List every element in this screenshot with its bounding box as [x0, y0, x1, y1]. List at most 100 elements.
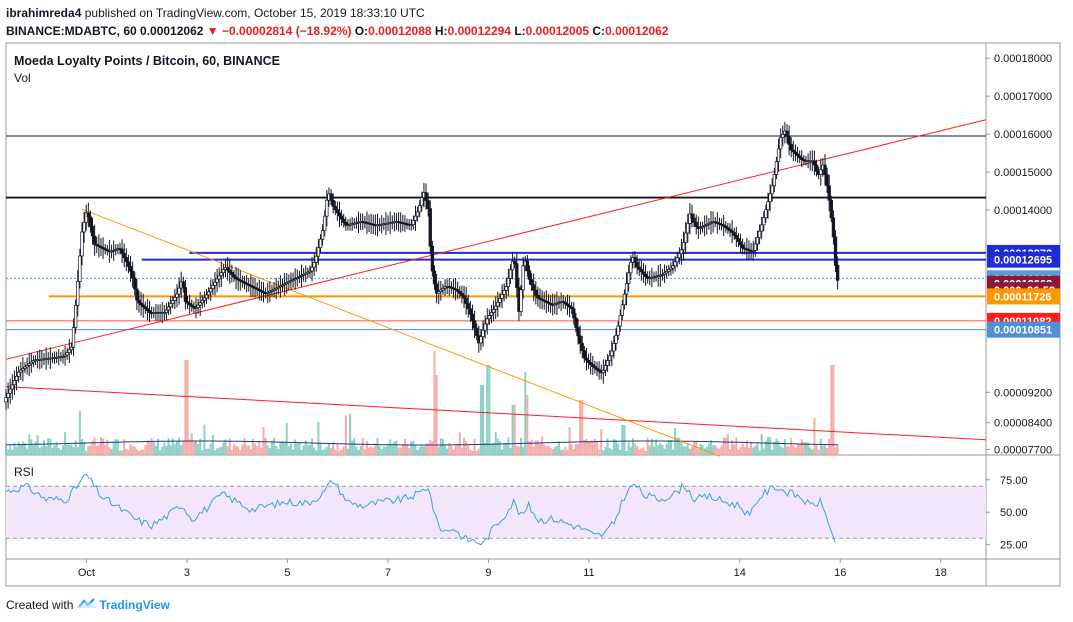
tradingview-brand[interactable]: TradingView [99, 597, 170, 612]
volume-bar [266, 445, 269, 455]
candle-body [211, 285, 215, 289]
volume-bar [625, 450, 628, 455]
volume-bar [281, 441, 284, 455]
candle-body [572, 308, 576, 319]
volume-bar [823, 444, 826, 455]
candle-body [791, 149, 795, 153]
down-arrow-icon: ▼ [206, 24, 219, 38]
volume-bar [663, 448, 666, 455]
candle-body [249, 284, 253, 287]
candle-body [69, 346, 74, 351]
volume-bar [289, 443, 292, 455]
volume-bar [596, 440, 599, 455]
volume-bar [707, 443, 710, 455]
candle-body [789, 144, 793, 151]
candle-body [774, 161, 779, 175]
candle-body [183, 287, 188, 303]
volume-bar [579, 400, 582, 455]
volume-bar [731, 439, 734, 455]
candle-body [667, 269, 671, 272]
volume-bar [722, 437, 725, 455]
price-badge [987, 251, 1060, 268]
volume-bar [754, 445, 757, 455]
candle-body [162, 312, 166, 314]
high-value: 0.00012294 [447, 24, 511, 38]
volume-bar [306, 444, 309, 455]
candle-body [181, 281, 185, 288]
candle-body [496, 302, 500, 307]
volume-bar [669, 439, 672, 455]
volume-bar [304, 440, 307, 455]
volume-bar [412, 440, 415, 455]
volume-bar [395, 440, 398, 455]
candle-body [270, 289, 274, 292]
candle-body [781, 133, 785, 138]
legend-vol[interactable]: Vol [14, 71, 31, 85]
volume-bar [566, 449, 569, 455]
candle-body [105, 249, 109, 252]
volume-bar [205, 448, 208, 455]
volume-bar [173, 444, 176, 455]
candle-body [700, 226, 705, 228]
candle-body [441, 288, 445, 291]
volume-bar [17, 441, 20, 455]
volume-bar [116, 439, 119, 455]
trend-line [5, 386, 987, 441]
candle-body [204, 294, 209, 299]
candle-body [8, 388, 12, 394]
candle-body [456, 289, 460, 292]
volume-bar [536, 440, 539, 455]
candle-body [458, 290, 462, 294]
publisher-name[interactable]: ibrahimreda4 [6, 6, 82, 20]
volume-bar [790, 438, 793, 455]
volume-bar [513, 405, 516, 455]
candle-body [171, 300, 175, 304]
candle-body [722, 224, 726, 227]
time-axis[interactable]: Oct 3 5 7 9 11 14 16 18 [78, 559, 947, 579]
tradingview-cloud-icon[interactable] [77, 597, 98, 612]
candle-body [542, 299, 546, 302]
volume-bar [695, 440, 698, 455]
legend-rsi[interactable]: RSI [14, 465, 34, 479]
volume-bar [762, 448, 765, 455]
price-axis[interactable]: 0.00018000 0.00017000 0.00016000 0.00015000… [986, 53, 1060, 552]
volume-bar [581, 400, 584, 455]
candle-body [823, 164, 827, 175]
legend-title[interactable]: Moeda Loyalty Points / Bitcoin, 60, BINA… [14, 54, 280, 68]
candle-body [762, 217, 766, 226]
volume-bar [422, 446, 425, 455]
volume-bar [591, 440, 594, 455]
candle-body [244, 282, 249, 285]
candle-body [536, 295, 540, 299]
volume-bar [477, 448, 480, 455]
volume-bar [665, 443, 668, 455]
volume-bar [30, 439, 33, 455]
symbol-line: BINANCE:MDABTC, 60 0.00012062 ▼ −0.00002… [6, 22, 1066, 40]
candle-body [669, 267, 673, 271]
volume-bar [484, 443, 487, 455]
volume-bar [384, 446, 387, 455]
candle-body [238, 279, 242, 282]
candle-body [563, 302, 568, 305]
volume-bar [728, 449, 731, 455]
price-tick-label: 0.00008400 [994, 418, 1052, 430]
trend-line [5, 119, 987, 360]
candle-body [31, 360, 36, 363]
candle-body [603, 365, 608, 371]
volume-bar [456, 443, 459, 455]
volume-bar [110, 448, 113, 455]
volume-bar [452, 449, 455, 455]
volume-bar [133, 446, 136, 455]
volume-bar [655, 439, 658, 455]
volume-bar [154, 445, 157, 455]
volume-bar [752, 447, 755, 455]
volume-bar [539, 442, 542, 455]
volume-bar [709, 440, 712, 455]
volume-bar [718, 448, 721, 455]
candle-body [415, 211, 420, 217]
low-label: L: [514, 24, 526, 38]
candle-body [513, 260, 517, 264]
volume-bar [836, 444, 839, 455]
candle-body [703, 225, 707, 227]
